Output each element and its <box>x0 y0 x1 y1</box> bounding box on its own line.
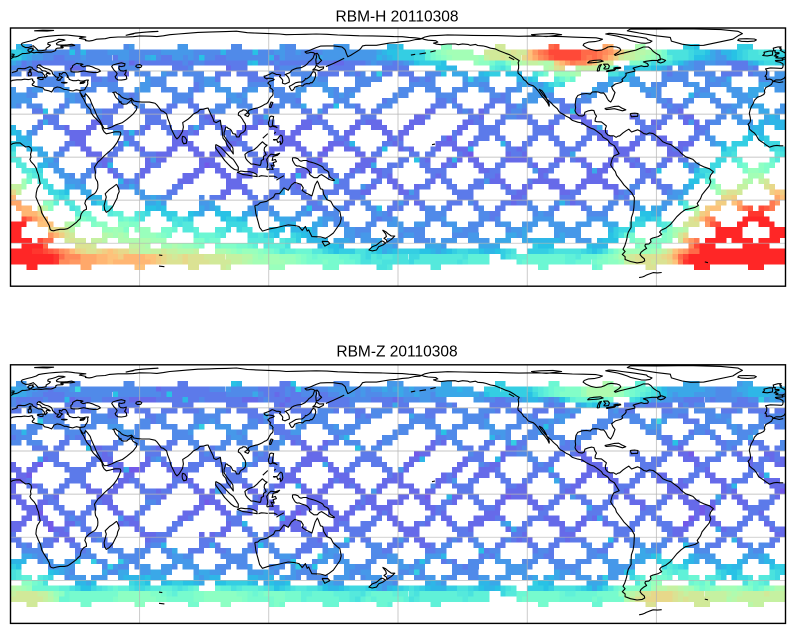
svg-text:RBM-H 20110308: RBM-H 20110308 <box>336 9 459 26</box>
svg-text:RBM-Z 20110308: RBM-Z 20110308 <box>336 344 457 361</box>
